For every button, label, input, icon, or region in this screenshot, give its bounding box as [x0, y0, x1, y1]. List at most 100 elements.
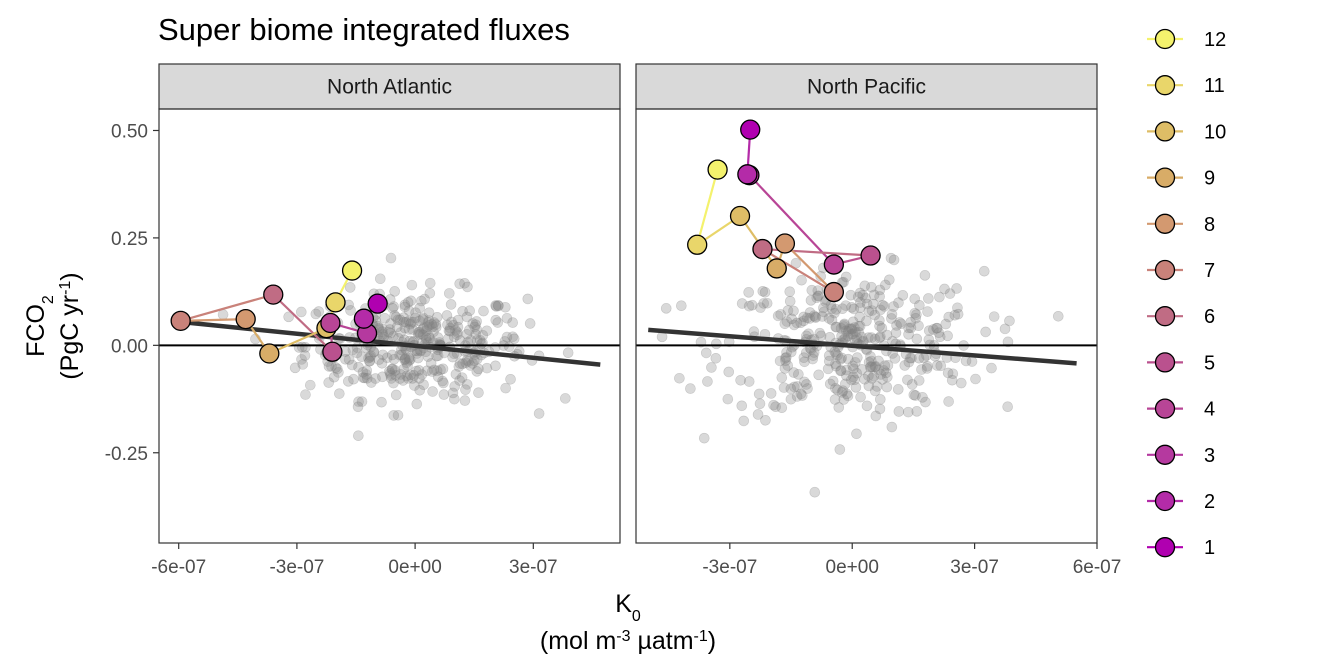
background-point — [722, 393, 734, 405]
background-point — [838, 276, 849, 288]
background-point — [906, 352, 917, 364]
month-point-8 — [235, 308, 256, 330]
background-point — [300, 389, 311, 400]
background-point — [364, 351, 376, 363]
background-point — [499, 336, 511, 347]
background-point — [381, 352, 393, 364]
background-point — [710, 352, 722, 364]
background-point — [368, 346, 380, 358]
background-point — [851, 352, 863, 363]
background-point — [882, 360, 894, 371]
background-point — [863, 356, 875, 368]
background-point — [283, 311, 294, 323]
background-point — [845, 289, 857, 301]
background-point — [755, 302, 766, 313]
background-point — [403, 305, 415, 317]
background-point — [423, 330, 434, 342]
y-tick-label: -0.25 — [105, 444, 148, 465]
background-point — [846, 323, 858, 335]
background-point — [796, 390, 808, 401]
background-point — [363, 352, 374, 364]
background-point — [880, 279, 891, 291]
background-point — [807, 353, 819, 365]
background-point — [879, 301, 890, 312]
background-point — [753, 388, 765, 400]
background-point — [674, 372, 685, 384]
background-point — [471, 366, 483, 377]
month-path-segment — [180, 293, 274, 322]
legend-key-point — [1154, 398, 1176, 419]
background-point — [868, 298, 879, 310]
background-point — [836, 330, 847, 342]
background-point — [840, 300, 852, 311]
background-point — [850, 326, 861, 338]
background-point — [776, 372, 788, 383]
background-point — [878, 365, 890, 376]
background-point — [442, 319, 453, 331]
month-point-12 — [707, 159, 728, 180]
background-point — [838, 319, 850, 331]
legend-label: 10 — [1204, 121, 1226, 143]
background-point — [425, 358, 437, 369]
background-point — [340, 353, 351, 365]
background-point — [402, 373, 414, 384]
background-point — [931, 322, 942, 334]
legend-item: 1 — [1147, 537, 1215, 559]
background-point — [788, 319, 800, 331]
background-point — [416, 295, 427, 307]
background-point — [333, 367, 344, 378]
background-point — [746, 299, 758, 311]
background-point — [388, 377, 399, 389]
background-point — [481, 325, 493, 337]
background-point — [453, 361, 465, 372]
background-point — [459, 395, 471, 406]
background-point — [785, 393, 797, 405]
background-point — [346, 359, 358, 371]
background-point — [798, 315, 810, 327]
background-point — [395, 369, 407, 380]
background-point — [830, 358, 841, 370]
background-point — [780, 355, 791, 367]
legend-item: 4 — [1147, 398, 1215, 421]
monthly-points — [170, 260, 388, 364]
background-point — [875, 304, 886, 316]
background-point — [911, 333, 923, 345]
background-point — [856, 331, 867, 343]
background-point — [452, 327, 463, 338]
background-point — [846, 302, 857, 313]
month-point-8 — [774, 233, 796, 254]
background-point — [461, 311, 473, 323]
background-point — [809, 486, 821, 498]
background-point — [417, 323, 429, 335]
legend-key-point — [1154, 444, 1176, 465]
background-point — [874, 403, 886, 415]
background-point — [416, 369, 428, 380]
background-point — [903, 322, 914, 334]
background-point — [462, 281, 473, 293]
background-point — [824, 378, 836, 390]
background-point — [424, 277, 436, 289]
background-point — [775, 309, 786, 320]
background-point — [490, 301, 502, 312]
month-path-segment — [761, 248, 835, 293]
x-axis-title: K0 — [615, 590, 641, 625]
background-point — [842, 390, 854, 402]
background-point — [310, 308, 322, 320]
background-point — [331, 363, 343, 375]
background-point — [411, 398, 423, 410]
background-point — [386, 363, 398, 375]
axis-titles: K0(mol m-3 µatm-1) FCO2 (PgC yr-1) — [22, 272, 716, 655]
background-point — [874, 284, 886, 296]
background-point — [836, 352, 847, 364]
month-path-segment — [696, 169, 719, 246]
background-point — [450, 325, 461, 336]
background-point — [835, 323, 847, 334]
background-point — [863, 306, 875, 317]
background-point — [835, 354, 846, 365]
background-point — [853, 320, 864, 332]
y-tick-label: 0.25 — [111, 229, 148, 250]
background-point — [438, 389, 450, 400]
background-point — [508, 333, 520, 345]
month-point-6 — [263, 284, 284, 305]
background-point — [863, 380, 875, 392]
